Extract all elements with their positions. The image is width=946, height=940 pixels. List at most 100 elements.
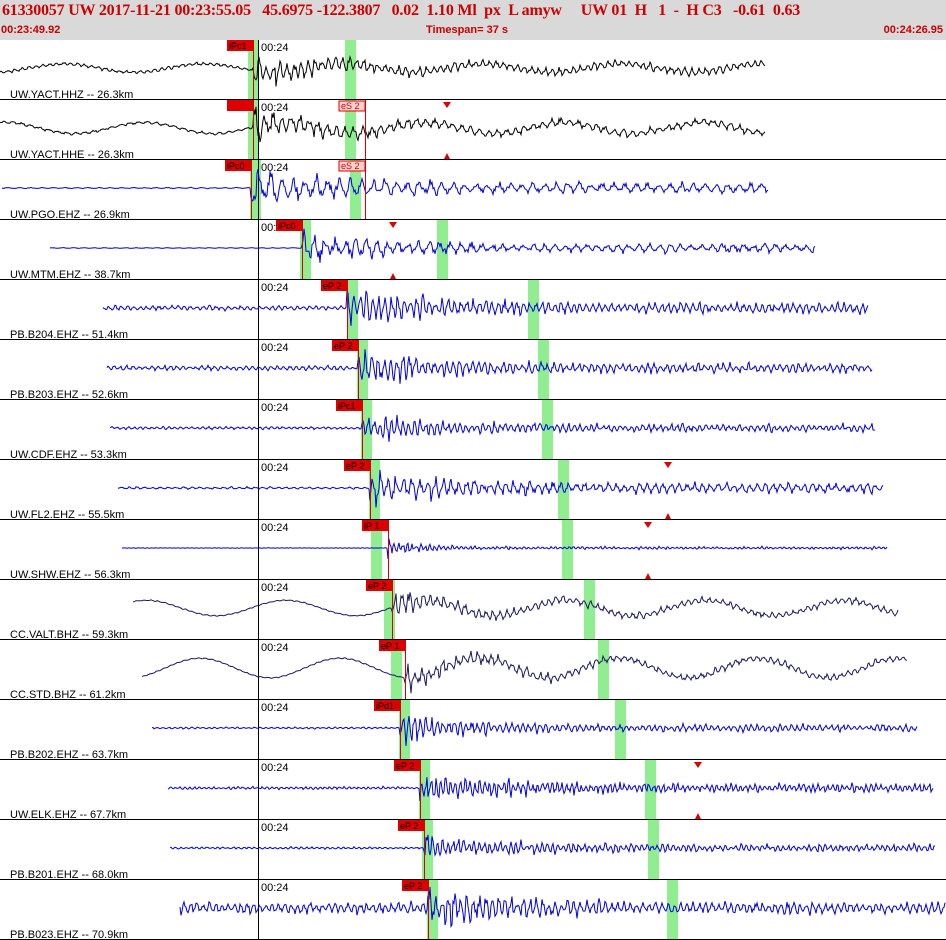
- trace-row[interactable]: 00:24 eP 2 UW.ELK.EHZ -- 67.7km: [0, 760, 946, 821]
- trace-row[interactable]: 00:24 eP 2 PB.B204.EHZ -- 51.4km: [0, 280, 946, 341]
- p-window: [422, 820, 433, 879]
- station-label: PB.B201.EHZ -- 68.0km: [10, 869, 128, 881]
- trace-row[interactable]: 00:24 eP 2 PB.B201.EHZ -- 68.0km: [0, 820, 946, 881]
- station-label: UW.ELK.EHZ -- 67.7km: [10, 809, 126, 821]
- event-summary: 61330057 UW 2017-11-21 00:23:55.05 45.69…: [2, 2, 801, 19]
- tick-label: 00:24: [261, 642, 289, 654]
- station-label: UW.MTM.EHZ -- 38.7km: [10, 269, 130, 281]
- p-pick-flag[interactable]: [321, 280, 347, 291]
- s-pick-label: eS 2: [341, 161, 360, 171]
- amp-marker-bottom: [695, 813, 701, 819]
- p-pick-flag[interactable]: [366, 580, 392, 591]
- p-pick-flag[interactable]: [336, 400, 362, 411]
- trace-row[interactable]: 00:24 eP 2 UW.FL2.EHZ -- 55.5km: [0, 460, 946, 521]
- waveform: [141, 650, 908, 694]
- amp-marker-top: [644, 522, 652, 528]
- trace-row[interactable]: 00:24 eS 2 UW.YACT.HHE -- 26.3km: [0, 100, 946, 161]
- trace-row[interactable]: 00:24 iPc0 eS 2 UW.PGO.EHZ -- 26.9km: [0, 160, 946, 221]
- seismogram-panel[interactable]: 00:24 iPc1 UW.YACT.HHZ -- 26.3km 00:24 eS 2 U…: [0, 40, 946, 940]
- p-pick-flag[interactable]: [344, 460, 370, 471]
- event-header: 61330057 UW 2017-11-21 00:23:55.05 45.69…: [0, 0, 946, 40]
- station-label: PB.B203.EHZ -- 52.6km: [10, 389, 128, 401]
- p-pick-flag[interactable]: [374, 700, 400, 711]
- s-window: [345, 40, 356, 99]
- p-pick-label: iPc1: [229, 41, 247, 51]
- s-pick-label: eS 2: [341, 101, 360, 111]
- tick-label: 00:24: [261, 282, 289, 294]
- amp-marker-top: [664, 462, 672, 468]
- p-window: [427, 880, 438, 939]
- trace-row[interactable]: 00:24 iP 1 UW.SHW.EHZ -- 56.3km: [0, 520, 946, 581]
- p-window: [391, 640, 402, 699]
- p-pick-flag[interactable]: [402, 880, 428, 891]
- s-window: [667, 880, 678, 939]
- s-pick-flag[interactable]: [338, 100, 366, 112]
- tick-label: 00:24: [261, 822, 289, 834]
- waveform: [109, 414, 876, 442]
- station-label: CC.STD.BHZ -- 61.2km: [10, 689, 126, 701]
- p-pick-label: eP 2: [334, 341, 352, 351]
- p-pick-flag[interactable]: [362, 520, 388, 531]
- station-label: UW.YACT.HHZ -- 26.3km: [10, 89, 133, 101]
- p-pick-label: eP 2: [400, 821, 418, 831]
- tick-label: 00:24: [261, 882, 289, 894]
- waveform: [167, 777, 934, 802]
- trace-row[interactable]: 00:24 iPc1 UW.YACT.HHZ -- 26.3km: [0, 40, 946, 101]
- amp-marker-top: [443, 102, 451, 108]
- trace-row[interactable]: 00:24 iPd1 PB.B202.EHZ -- 63.7km: [0, 700, 946, 761]
- tick-label: 00:24: [261, 342, 289, 354]
- p-pick-label: iPc1: [338, 401, 356, 411]
- end-time: 00:24:26.95: [883, 24, 943, 36]
- s-window: [350, 160, 361, 219]
- p-pick-label: iP 1: [364, 521, 379, 531]
- tick-label: 00:24: [261, 522, 289, 534]
- trace-canvas[interactable]: 00:24 iPc1 UW.YACT.HHZ -- 26.3km 00:24 eS 2 U…: [0, 40, 946, 940]
- amp-marker-bottom: [645, 573, 651, 579]
- p-pick-label: eP 1: [381, 641, 399, 651]
- station-label: PB.B204.EHZ -- 51.4km: [10, 329, 128, 341]
- trace-row[interactable]: 00:24 eP 2 CC.VALT.BHZ -- 59.3km: [0, 580, 946, 641]
- p-pick-flag[interactable]: [227, 40, 253, 51]
- amp-marker-bottom: [665, 513, 671, 519]
- p-pick-flag[interactable]: [332, 340, 358, 351]
- station-label: UW.CDF.EHZ -- 53.3km: [10, 449, 127, 461]
- waveform: [121, 538, 888, 560]
- timespan-label: Timespan= 37 s: [426, 24, 509, 36]
- p-pick-flag[interactable]: [276, 220, 302, 231]
- tick-label: 00:24: [261, 162, 289, 174]
- waveform: [102, 290, 869, 326]
- p-window: [371, 520, 382, 579]
- s-pick-flag[interactable]: [338, 160, 366, 172]
- p-pick-flag[interactable]: [398, 820, 424, 831]
- p-window: [347, 280, 358, 339]
- p-window: [384, 580, 395, 639]
- p-pick-label: iPc0: [227, 161, 245, 171]
- p-pick-flag[interactable]: [225, 160, 251, 171]
- p-pick-label: eP 2: [404, 881, 422, 891]
- p-pick-label: iPc0: [278, 221, 296, 231]
- p-pick-label: iPd1: [376, 701, 394, 711]
- trace-row[interactable]: 00:24 eP 2 PB.B023.EHZ -- 70.9km: [0, 880, 946, 940]
- tick-label: 00:24: [261, 102, 289, 114]
- waveform: [151, 716, 918, 746]
- tick-label: 00:24: [261, 462, 289, 474]
- p-pick-flag[interactable]: [227, 100, 253, 111]
- p-window: [250, 160, 261, 219]
- waveform: [1, 169, 769, 203]
- p-pick-flag[interactable]: [379, 640, 405, 651]
- station-label: UW.YACT.HHE -- 26.3km: [10, 149, 134, 161]
- p-pick-label: eP 2: [323, 281, 341, 291]
- station-label: UW.SHW.EHZ -- 56.3km: [10, 569, 130, 581]
- amp-marker-bottom: [390, 273, 396, 279]
- s-window: [598, 640, 609, 699]
- s-window: [542, 400, 553, 459]
- trace-row[interactable]: 00:24 eP 2 PB.B203.EHZ -- 52.6km: [0, 340, 946, 401]
- trace-row[interactable]: 00:24 iPc1 UW.CDF.EHZ -- 53.3km: [0, 400, 946, 461]
- p-pick-flag[interactable]: [394, 760, 420, 771]
- station-label: UW.PGO.EHZ -- 26.9km: [10, 209, 130, 221]
- amp-marker-top: [389, 222, 397, 228]
- start-time: 00:23:49.92: [1, 24, 61, 36]
- s-window: [615, 700, 626, 759]
- trace-row[interactable]: 00:24 eP 1 CC.STD.BHZ -- 61.2km: [0, 640, 946, 701]
